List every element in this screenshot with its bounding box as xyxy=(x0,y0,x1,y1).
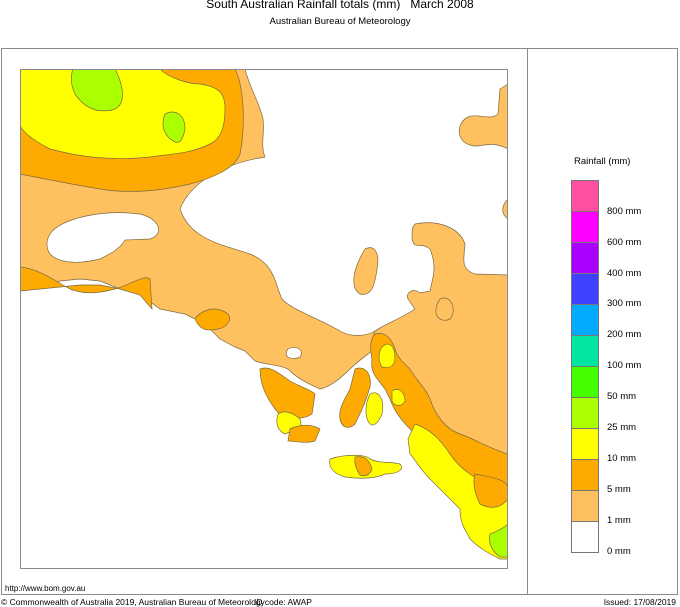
legend-swatch-1 xyxy=(571,491,599,522)
legend-label: 200 mm xyxy=(607,329,642,340)
zone-25-50mm-se xyxy=(489,523,508,558)
legend-label: 400 mm xyxy=(607,268,642,279)
legend-swatch-25 xyxy=(571,398,599,429)
legend-swatch-200 xyxy=(571,305,599,336)
issued-date: Issued: 17/08/2019 xyxy=(603,597,676,607)
legend-label: 100 mm xyxy=(607,360,642,371)
legend-title: Rainfall (mm) xyxy=(574,156,631,167)
legend-swatch-300 xyxy=(571,274,599,305)
copyright-text: © Commonwealth of Australia 2019, Austra… xyxy=(1,597,265,607)
legend-label: 300 mm xyxy=(607,298,642,309)
rainfall-map-svg xyxy=(20,69,508,569)
legend-swatch-0 xyxy=(571,522,599,553)
legend-label: 800 mm xyxy=(607,206,642,217)
legend-swatch-800 xyxy=(571,180,599,212)
legend-label: 25 mm xyxy=(607,422,637,433)
zone-25-50mm-nw2 xyxy=(162,111,186,143)
legend-swatch-600 xyxy=(571,212,599,243)
bom-url-link[interactable]: http://www.bom.gov.au xyxy=(5,584,86,593)
legend-label: 0 mm xyxy=(607,546,631,557)
legend-swatch-400 xyxy=(571,243,599,274)
outer-frame xyxy=(1,48,678,595)
map-subtitle: Australian Bureau of Meteorology xyxy=(269,16,411,27)
legend-label: 50 mm xyxy=(607,391,637,402)
id-code: ID code: AWAP xyxy=(254,597,312,607)
legend-swatch-50 xyxy=(571,367,599,398)
legend-swatch-10 xyxy=(571,429,599,460)
legend-swatch-100 xyxy=(571,336,599,367)
zone-25-50mm-nw1 xyxy=(71,69,123,112)
legend-label: 5 mm xyxy=(607,484,631,495)
legend-swatch-5 xyxy=(571,460,599,491)
legend-label: 10 mm xyxy=(607,453,637,464)
legend-label: 1 mm xyxy=(607,515,631,526)
legend-label: 600 mm xyxy=(607,237,642,248)
zone-10-25mm-se xyxy=(407,423,508,560)
rainfall-map xyxy=(20,69,508,569)
panel-divider xyxy=(527,48,528,595)
map-title: South Australian Rainfall totals (mm) Ma… xyxy=(206,0,474,11)
legend-colorbar xyxy=(571,180,599,553)
